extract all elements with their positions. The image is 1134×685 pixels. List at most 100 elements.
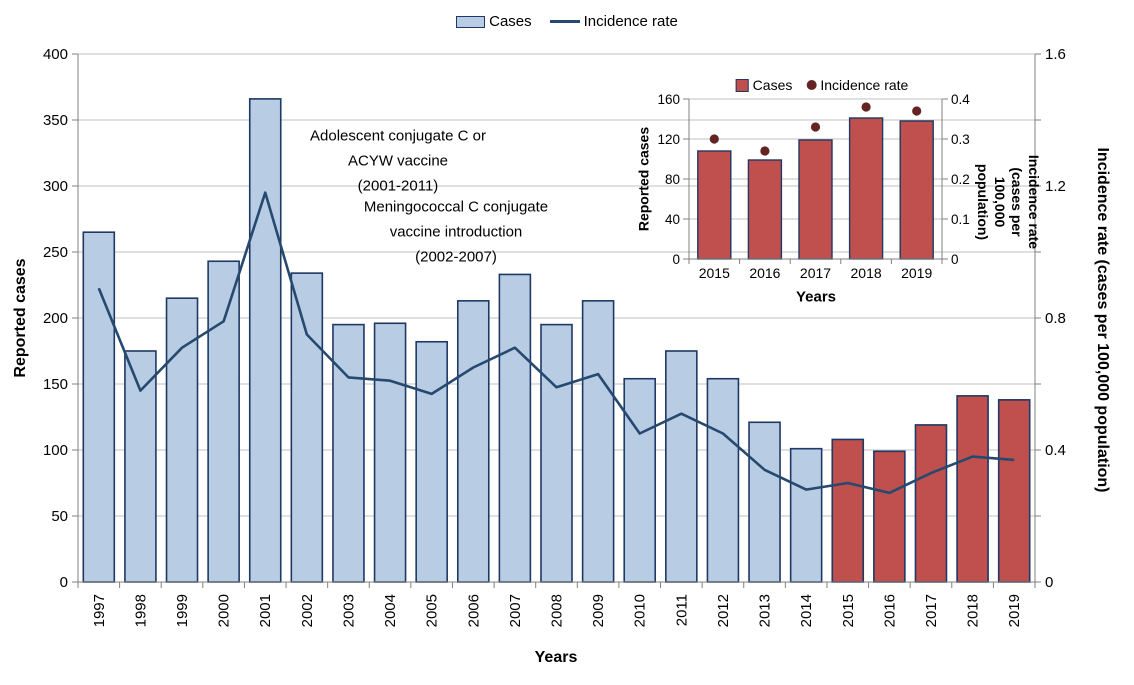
- svg-text:350: 350: [43, 112, 68, 129]
- main-incidence-line: [97, 191, 1015, 495]
- svg-text:0: 0: [1045, 574, 1053, 591]
- main-year-labels: 1997 1998 1999 2000 2001 2002 2003 2004 2005 2006…: [91, 594, 1023, 627]
- main-bar-2013: [748, 421, 781, 583]
- svg-text:80: 80: [665, 172, 680, 187]
- svg-text:50: 50: [51, 508, 68, 525]
- main-legend-cases-label: Cases: [489, 13, 532, 30]
- svg-text:160: 160: [657, 92, 680, 107]
- main-bar-2005: [415, 340, 448, 583]
- inset-dot-2019: [912, 106, 922, 116]
- main-bar-1999: [165, 297, 199, 583]
- inset-legend: Cases Incidence rate: [735, 77, 908, 93]
- svg-text:2005: 2005: [424, 594, 441, 627]
- inset-bar-2015: [697, 150, 732, 260]
- svg-text:200: 200: [43, 310, 68, 327]
- svg-text:1.6: 1.6: [1045, 46, 1066, 63]
- main-y-left-title: Reported cases: [12, 258, 29, 378]
- main-bars: [82, 98, 1031, 583]
- svg-text:2008: 2008: [549, 594, 566, 627]
- inset-y-left-title: Reported cases: [635, 126, 652, 232]
- svg-text:2004: 2004: [382, 594, 399, 627]
- main-bar-2001: [248, 98, 282, 583]
- svg-text:2014: 2014: [798, 594, 815, 627]
- main-bar-1997: [82, 231, 116, 583]
- incidence-line-swatch-icon: [549, 20, 580, 23]
- svg-text:0.3: 0.3: [951, 132, 970, 147]
- main-legend-incidence-label: Incidence rate: [583, 13, 678, 30]
- svg-text:2011: 2011: [673, 594, 690, 626]
- svg-text:2002: 2002: [299, 594, 316, 627]
- incidence-rate-line: [97, 191, 1015, 495]
- svg-text:120: 120: [657, 132, 680, 147]
- svg-text:2000: 2000: [216, 594, 233, 627]
- svg-text:2017: 2017: [923, 594, 940, 627]
- inset-dot-2015: [709, 134, 719, 144]
- main-bar-2008: [540, 323, 573, 583]
- main-bar-2007: [498, 273, 532, 583]
- svg-text:2010: 2010: [632, 594, 649, 627]
- annotation-acyw-vaccine: Adolescent conjugate C or ACYW vaccine (…: [310, 127, 486, 195]
- svg-text:0: 0: [60, 574, 68, 591]
- svg-text:2016: 2016: [881, 594, 898, 627]
- main-bar-2015: [831, 438, 865, 583]
- svg-text:2007: 2007: [507, 594, 524, 627]
- main-bar-2006: [456, 300, 490, 583]
- inset-bar-2016: [747, 159, 783, 260]
- svg-text:1998: 1998: [132, 594, 149, 627]
- svg-text:1997: 1997: [91, 594, 108, 627]
- svg-text:250: 250: [43, 244, 68, 261]
- main-legend-cases: Cases: [456, 13, 532, 30]
- main-bar-2004: [373, 322, 407, 583]
- svg-text:2016: 2016: [749, 265, 780, 281]
- inset-axes: [683, 98, 948, 264]
- main-bar-2002: [290, 272, 324, 583]
- cases-bar-swatch-icon: [456, 15, 486, 28]
- main-bar-2016: [873, 450, 906, 583]
- svg-text:0: 0: [672, 252, 680, 267]
- svg-text:0.4: 0.4: [951, 92, 970, 107]
- svg-text:0.8: 0.8: [1045, 310, 1066, 327]
- inset-bar-2019: [899, 120, 934, 260]
- main-bar-2000: [207, 260, 240, 583]
- svg-text:1999: 1999: [174, 594, 191, 627]
- svg-text:2012: 2012: [715, 594, 732, 627]
- main-y-right-title: Incidence rate (cases per 100,000 popula…: [1094, 147, 1111, 493]
- svg-text:2001: 2001: [257, 594, 274, 627]
- svg-text:150: 150: [43, 376, 68, 393]
- inset-legend-incidence-label: Incidence rate: [820, 77, 909, 93]
- svg-text:2013: 2013: [757, 594, 774, 627]
- main-bar-2012: [706, 377, 740, 583]
- svg-text:300: 300: [43, 178, 68, 195]
- main-legend: Cases Incidence rate: [0, 13, 1134, 30]
- inset-incidence-dots: [709, 102, 922, 156]
- svg-text:0.2: 0.2: [951, 172, 970, 187]
- inset-legend-cases-label: Cases: [752, 77, 793, 93]
- main-bar-2010: [623, 377, 657, 583]
- main-bar-2019: [997, 399, 1031, 583]
- main-bar-2017: [914, 424, 948, 583]
- svg-text:2015: 2015: [699, 265, 730, 281]
- inset-dot-2018: [861, 102, 871, 112]
- inset-tick-labels: 0 40 80 120 160 0 0.1 0.2 0.3 0.4 2015 2016 2017 2018…: [657, 92, 970, 281]
- svg-text:0.1: 0.1: [951, 212, 970, 227]
- svg-text:2019: 2019: [901, 265, 932, 281]
- annotation-menc-vaccine: Meningococcal C conjugate vaccine introd…: [363, 198, 549, 266]
- svg-text:2015: 2015: [840, 594, 857, 627]
- inset-bars: [697, 117, 934, 260]
- inset-y-right-title: Incidence rate (cases per 100,000 popula…: [975, 154, 1042, 250]
- inset-incidence-dot-swatch-icon: [806, 80, 817, 90]
- svg-text:2006: 2006: [465, 594, 482, 627]
- svg-text:40: 40: [665, 212, 680, 227]
- svg-text:0.4: 0.4: [1045, 442, 1066, 459]
- inset-x-title: Years: [795, 288, 837, 306]
- svg-text:2019: 2019: [1006, 594, 1023, 627]
- inset-legend-incidence: Incidence rate: [806, 77, 908, 93]
- svg-text:2003: 2003: [340, 594, 357, 627]
- main-legend-incidence: Incidence rate: [549, 13, 678, 30]
- svg-text:100: 100: [43, 442, 68, 459]
- svg-text:2017: 2017: [800, 265, 831, 281]
- inset-dot-2017: [810, 122, 821, 132]
- svg-text:2018: 2018: [851, 265, 882, 281]
- main-x-title: Years: [534, 649, 578, 666]
